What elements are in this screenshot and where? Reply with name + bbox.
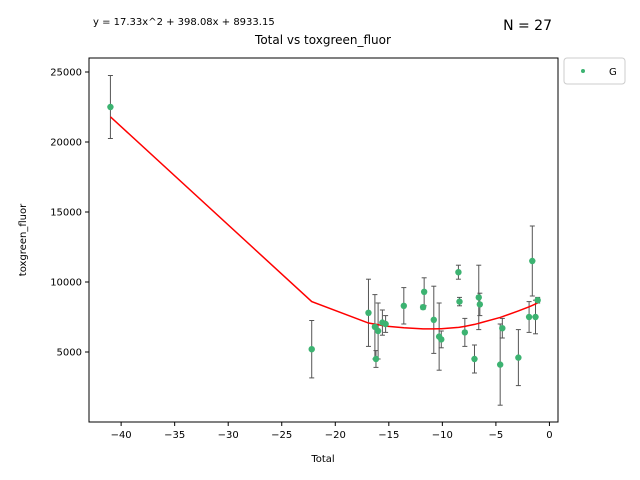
- x-tick-label: −20: [325, 430, 346, 441]
- data-point: [496, 361, 504, 368]
- y-tick-label: 20000: [50, 138, 82, 149]
- n-count: N = 27: [503, 18, 552, 34]
- y-tick-label: 10000: [50, 278, 82, 289]
- data-point: [499, 325, 506, 332]
- data-point: [372, 355, 380, 363]
- data-point: [525, 313, 533, 321]
- y-tick-label: 25000: [50, 68, 82, 79]
- data-point: [461, 329, 469, 336]
- fit-equation: y = 17.33x^2 + 398.08x + 8933.15: [93, 17, 275, 28]
- data-point: [308, 346, 315, 353]
- plot-area: [107, 75, 541, 406]
- data-point: [455, 269, 462, 276]
- data-point: [374, 327, 382, 335]
- x-tick-label: −25: [271, 430, 292, 441]
- data-point: [534, 297, 541, 304]
- x-tick-label: −35: [164, 430, 185, 441]
- data-point: [419, 304, 427, 311]
- y-axis-label: toxgreen_fluor: [18, 203, 29, 276]
- data-point: [456, 298, 463, 305]
- data-point: [420, 288, 428, 295]
- x-tick-label: −30: [218, 430, 239, 441]
- plot-frame: [88, 57, 559, 423]
- x-tick-label: 0: [546, 430, 552, 441]
- data-point: [400, 302, 408, 309]
- data-point: [471, 355, 478, 363]
- x-tick-label: −10: [432, 430, 453, 441]
- y-tick-label: 15000: [50, 208, 82, 219]
- data-point: [382, 320, 389, 328]
- legend-label: G: [609, 67, 617, 78]
- data-point: [475, 294, 482, 301]
- data-point: [529, 257, 536, 265]
- data-point: [476, 301, 484, 308]
- legend[interactable]: G: [563, 57, 626, 85]
- legend-box: [563, 57, 626, 85]
- data-point: [532, 313, 539, 321]
- data-point: [365, 309, 372, 316]
- y-tick-label: 5000: [57, 348, 82, 359]
- x-tick-label: −5: [489, 430, 504, 441]
- data-point: [430, 316, 437, 323]
- data-point: [438, 336, 445, 343]
- data-point: [107, 103, 114, 111]
- x-axis-label: Total: [310, 454, 334, 465]
- chart-title: Total vs toxgreen_fluor: [254, 33, 391, 47]
- x-tick-label: −40: [111, 430, 132, 441]
- legend-marker: [581, 69, 585, 73]
- x-tick-label: −15: [378, 430, 399, 441]
- data-point: [515, 354, 522, 361]
